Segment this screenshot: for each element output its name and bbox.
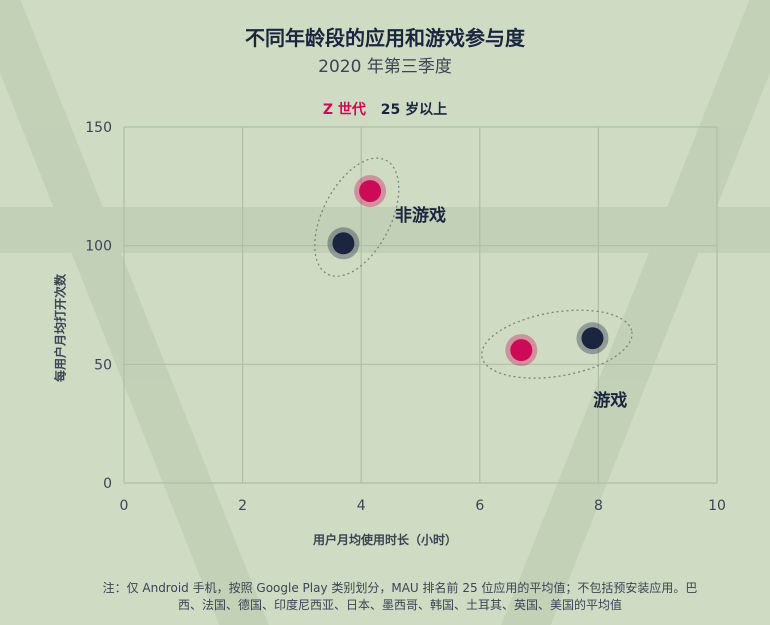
x-tick-label: 0 xyxy=(120,498,129,514)
annotation-label: 游戏 xyxy=(593,390,627,411)
y-tick-label: 50 xyxy=(94,357,112,373)
y-tick-label: 0 xyxy=(103,476,112,492)
x-axis-label: 用户月均使用时长（小时） xyxy=(312,533,457,547)
x-tick-label: 6 xyxy=(475,498,484,514)
chart-subtitle: 2020 年第三季度 xyxy=(318,57,452,77)
y-axis-label: 每用户月均打开次数 xyxy=(53,273,68,383)
data-point-age25 xyxy=(581,327,604,350)
data-point-z-gen xyxy=(510,339,533,362)
x-tick-label: 2 xyxy=(238,498,247,514)
legend-item-z-gen: Z 世代 xyxy=(322,102,366,118)
x-tick-label: 8 xyxy=(594,498,603,514)
y-tick-label: 100 xyxy=(85,239,112,255)
data-point-z-gen xyxy=(359,180,382,203)
footnote: 注：仅 Android 手机，按照 Google Play 类别划分，MAU 排… xyxy=(102,581,698,612)
legend: Z 世代 25 岁以上 xyxy=(0,99,770,119)
y-tick-label: 150 xyxy=(85,120,112,136)
x-tick-label: 10 xyxy=(708,498,726,514)
legend-item-age25: 25 岁以上 xyxy=(380,102,448,118)
data-point-age25 xyxy=(332,232,355,255)
x-tick-label: 4 xyxy=(357,498,366,514)
chart-title: 不同年龄段的应用和游戏参与度 xyxy=(245,26,525,50)
cluster-outline-non-game xyxy=(314,157,400,277)
cluster-outline-game xyxy=(481,309,633,379)
annotation-label: 非游戏 xyxy=(395,205,446,226)
